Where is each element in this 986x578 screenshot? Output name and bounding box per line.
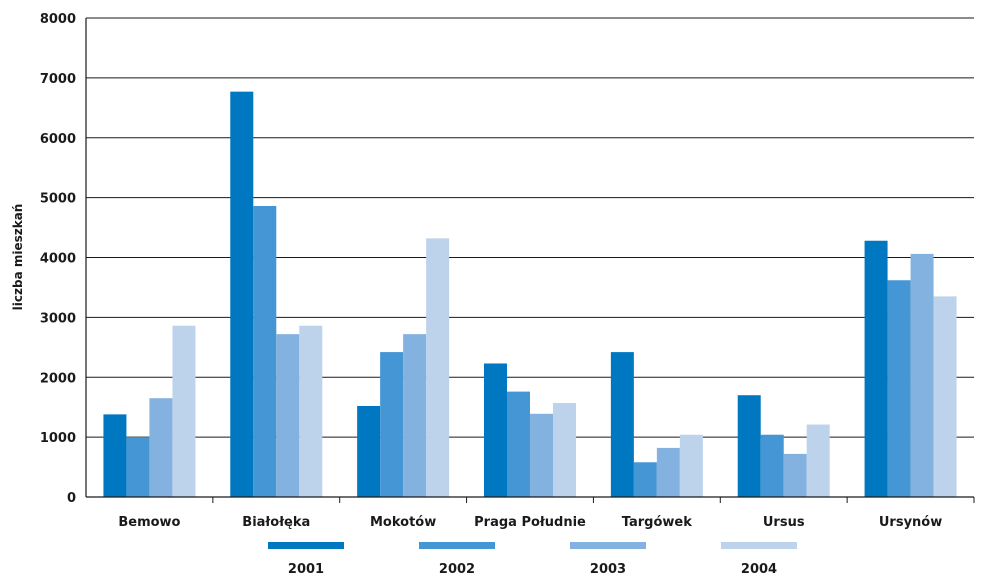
gridlines [86, 17, 974, 438]
bar-2002-6 [887, 280, 911, 497]
bar-2003-1 [276, 334, 300, 497]
bar-2001-2 [357, 405, 381, 497]
bar-2004-3 [553, 402, 576, 497]
category-label: Mokotów [370, 515, 436, 530]
category-label: Ursus [763, 515, 805, 530]
y-tick-label: 3000 [40, 311, 76, 326]
bar-2001-0 [103, 414, 127, 497]
bar-2002-0 [126, 437, 150, 497]
legend-swatch-2001 [268, 542, 344, 549]
bars [103, 91, 957, 498]
bar-2003-5 [783, 453, 807, 497]
bar-2001-5 [737, 395, 761, 497]
bar-2004-2 [426, 238, 450, 497]
legend: 2001 2002 2003 2004 [268, 542, 797, 577]
category-label: Targówek [622, 515, 692, 530]
bar-2003-3 [530, 413, 553, 497]
bar-2002-4 [633, 462, 657, 497]
bar-2002-5 [760, 434, 784, 497]
legend-swatch-2002 [419, 542, 495, 549]
y-tick-label: 0 [67, 491, 76, 506]
y-tick-label: 7000 [40, 72, 76, 87]
y-tick-label: 6000 [40, 132, 76, 147]
y-tick-label: 4000 [40, 252, 76, 267]
bar-2004-6 [933, 296, 957, 497]
y-axis-title: liczba mieszkań [11, 204, 25, 311]
y-tick-label: 5000 [40, 192, 76, 207]
legend-label: 2003 [590, 562, 626, 577]
bar-2002-2 [380, 352, 404, 497]
bar-2001-3 [484, 363, 507, 497]
y-tick-label: 2000 [40, 371, 76, 386]
bar-2004-5 [806, 424, 830, 497]
category-label: Ursynów [879, 515, 942, 530]
axes: 0 1000 2000 3000 4000 5000 6000 7000 8000 Bemowo B… [40, 12, 975, 530]
bar-2001-1 [230, 91, 254, 498]
category-label: Bemowo [118, 515, 180, 530]
legend-label: 2002 [439, 562, 475, 577]
bar-2002-3 [507, 391, 530, 497]
y-tick-label: 8000 [40, 12, 76, 27]
bar-2003-0 [149, 398, 173, 497]
bar-2002-1 [253, 206, 277, 497]
bar-2004-4 [679, 434, 703, 497]
y-tick-label: 1000 [40, 431, 76, 446]
category-label: Białołęka [242, 515, 310, 530]
bar-2003-2 [403, 334, 427, 497]
legend-label: 2004 [741, 562, 777, 577]
bar-2004-0 [172, 325, 196, 497]
bar-2001-6 [864, 240, 888, 498]
bar-2001-4 [610, 352, 634, 497]
category-label: Praga Południe [474, 515, 586, 530]
bar-2004-1 [299, 325, 323, 497]
legend-swatch-2003 [570, 542, 646, 549]
legend-swatch-2004 [721, 542, 797, 549]
bar-2003-6 [910, 253, 934, 497]
legend-label: 2001 [288, 562, 324, 577]
bar-2003-4 [656, 447, 680, 497]
